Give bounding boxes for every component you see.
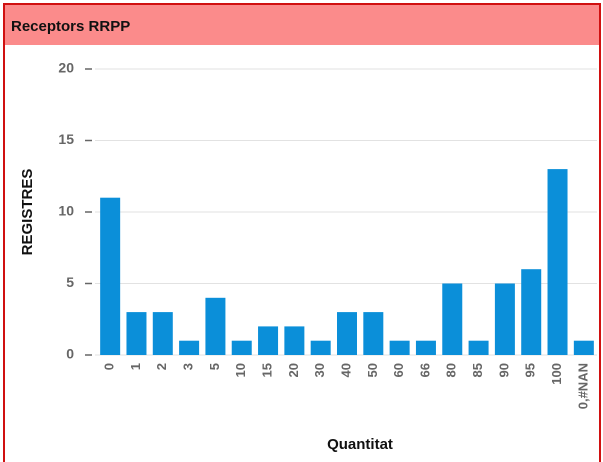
x-tick-label: 3	[181, 363, 196, 370]
x-tick-label: 20	[286, 363, 301, 377]
bar	[231, 340, 252, 355]
bar	[389, 340, 410, 355]
bar	[100, 197, 121, 355]
x-tick-label: 50	[365, 363, 380, 377]
x-tick-label: 90	[496, 363, 511, 377]
bar	[547, 169, 568, 355]
x-tick-label: 40	[338, 363, 353, 377]
panel-title: Receptors RRPP	[11, 18, 130, 35]
x-tick-label: 30	[312, 363, 327, 377]
bar	[337, 312, 357, 355]
x-tick-label: 80	[444, 363, 459, 377]
y-tick-label: 0	[66, 346, 74, 362]
x-tick-label: 10	[233, 363, 248, 377]
bar	[205, 297, 226, 355]
x-tick-label: 95	[523, 363, 538, 377]
bar	[468, 340, 489, 355]
bar	[415, 340, 436, 355]
bar	[284, 326, 305, 355]
x-tick-label: 0	[102, 363, 117, 370]
x-tick-label: 1	[128, 363, 143, 370]
bar	[310, 340, 331, 355]
bar	[521, 269, 542, 355]
x-tick-label: 85	[470, 363, 485, 377]
bar	[258, 326, 279, 355]
bar	[152, 312, 173, 355]
x-tick-label: 60	[391, 363, 406, 377]
bar	[363, 312, 384, 355]
y-axis-title: REGISTRES	[19, 169, 36, 256]
y-tick-label: 15	[58, 131, 74, 147]
x-tick-label: 0,#NAN	[575, 363, 590, 409]
x-tick-label: 2	[154, 363, 169, 370]
x-tick-label: 5	[207, 363, 222, 370]
x-tick-label: 100	[549, 363, 564, 385]
panel-header	[5, 5, 599, 45]
bar	[573, 340, 594, 355]
x-tick-label: 66	[417, 363, 432, 377]
bar	[126, 312, 147, 355]
bar	[494, 283, 515, 355]
bar	[442, 283, 463, 355]
y-tick-label: 20	[58, 60, 74, 76]
panel-border	[3, 3, 601, 462]
bar	[179, 340, 200, 355]
x-tick-label: 15	[259, 363, 274, 377]
y-tick-label: 10	[58, 203, 74, 219]
x-axis-title: Quantitat	[327, 436, 393, 453]
y-tick-label: 5	[66, 274, 74, 290]
